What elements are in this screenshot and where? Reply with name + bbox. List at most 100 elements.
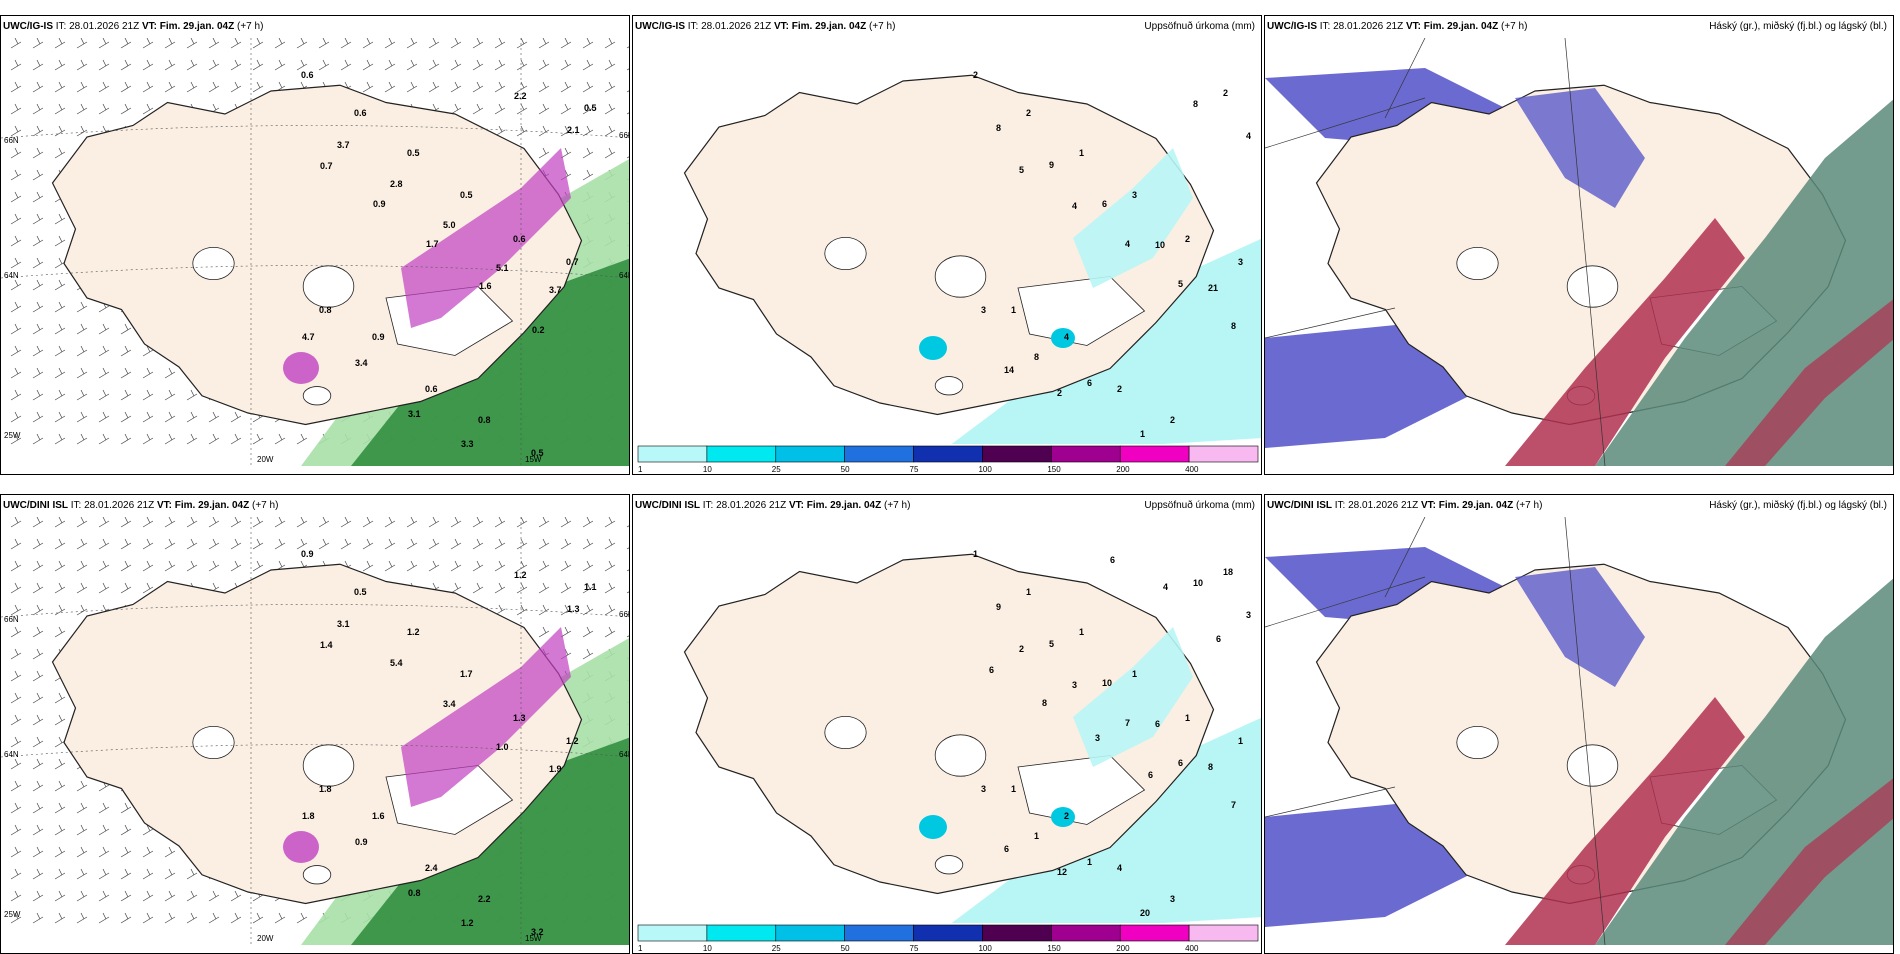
colorbar-swatch	[913, 924, 983, 942]
wind-barb	[76, 323, 88, 335]
wind-barb	[538, 604, 550, 616]
valid-time: Fim. 29.jan. 04Z	[806, 500, 882, 511]
value-label: 7	[1231, 800, 1236, 810]
wind-barb	[604, 38, 616, 49]
wind-barb	[142, 433, 154, 445]
wind-barb	[296, 38, 308, 49]
wind-barb	[164, 433, 176, 445]
grid-line	[1265, 307, 1396, 339]
wind-barb	[32, 257, 44, 269]
wind-barb	[274, 59, 286, 71]
mid-cloud	[1725, 778, 1893, 945]
value-label: 3	[1132, 190, 1137, 200]
wind-barb	[10, 736, 22, 748]
value-label: 1.7	[426, 239, 439, 249]
grid-line	[1265, 97, 1426, 149]
wind-barb	[164, 367, 176, 379]
wind-barb	[626, 156, 629, 159]
wind-barb	[164, 868, 176, 880]
value-label: 3.1	[337, 619, 350, 629]
wind-barb	[120, 411, 132, 423]
wind-barb	[142, 538, 154, 550]
wind-barb	[604, 59, 616, 71]
wind-barb	[10, 670, 22, 682]
wind-barb	[32, 692, 44, 704]
value-label: 0.8	[478, 415, 491, 425]
value-label: 4	[1117, 863, 1122, 873]
value-label: 1.8	[319, 784, 332, 794]
value-label: 6	[1216, 634, 1221, 644]
wind-barb	[186, 868, 198, 880]
value-label: 9	[996, 602, 1001, 612]
wind-barb	[164, 59, 176, 71]
wind-barb	[10, 433, 22, 445]
wind-barb	[54, 257, 66, 269]
value-label: 2	[1170, 415, 1175, 425]
glacier-hofsjokull	[1566, 744, 1619, 787]
wind-barb	[10, 389, 22, 401]
valid-time: Fim. 29.jan. 04Z	[1438, 500, 1514, 511]
wind-barb	[230, 890, 242, 902]
value-label: 1.3	[567, 604, 580, 614]
wind-barb	[582, 538, 594, 550]
mid-cloud	[1505, 218, 1745, 466]
value-label: 4	[1125, 239, 1130, 249]
wind-barb	[538, 147, 550, 159]
wind-barb	[450, 59, 462, 71]
wind-barb	[560, 560, 572, 572]
wind-barb	[32, 538, 44, 550]
glacier-hofsjokull	[302, 744, 355, 787]
wind-barb	[120, 802, 132, 814]
wind-barb	[54, 125, 66, 137]
wind-barb	[252, 433, 264, 445]
model-name: UWC/IG-IS	[635, 21, 685, 32]
wind-barb	[164, 846, 176, 858]
value-label: 6	[1102, 199, 1107, 209]
wind-barb	[10, 648, 22, 660]
map-title: Háský (gr.), miðský (fj.bl.) og lágský (…	[1709, 21, 1887, 32]
wind-barb	[252, 538, 264, 550]
glacier-hofsjokull	[302, 265, 355, 308]
wind-barb	[582, 169, 594, 181]
model-name: UWC/IG-IS	[1267, 21, 1317, 32]
wind-barb	[98, 389, 110, 401]
wind-barb	[626, 90, 629, 93]
glacier-hofsjokull	[934, 255, 987, 298]
mid-cloud	[1505, 697, 1745, 945]
wind-barb	[76, 433, 88, 445]
colorbar-swatch	[1119, 924, 1190, 942]
colorbar-tick: 100	[978, 944, 992, 953]
wind-barb	[428, 38, 440, 49]
wind-barb	[208, 81, 220, 93]
wind-barb	[560, 59, 572, 71]
value-label: 3.7	[549, 285, 562, 295]
value-label: 0.5	[531, 448, 544, 458]
wind-barb	[274, 38, 286, 49]
colorbar-tick: 25	[772, 465, 781, 474]
wind-barb	[318, 517, 330, 528]
wind-barb	[76, 780, 88, 792]
wind-barb	[32, 345, 44, 357]
wind-barb	[582, 582, 594, 594]
colorbar-swatch	[1051, 445, 1121, 463]
valid-label: VT:	[1420, 500, 1436, 511]
colorbar-tick: 1	[638, 944, 643, 953]
wind-barb	[32, 125, 44, 137]
value-label: 8	[1193, 99, 1198, 109]
wind-barb	[428, 538, 440, 550]
wind-barb	[98, 38, 110, 49]
wind-barb	[450, 81, 462, 93]
init-time: IT: 28.01.2026 21Z	[1334, 500, 1419, 511]
wind-barb	[54, 301, 66, 313]
wind-barb	[32, 169, 44, 181]
wind-barb	[54, 736, 66, 748]
wind-barb	[32, 912, 44, 924]
wind-barb	[582, 147, 594, 159]
colorbar-tick: 50	[841, 465, 850, 474]
wind-barb	[472, 103, 484, 115]
value-label: 3	[981, 784, 986, 794]
surface-map-panel-igis: UWC/IG-IS IT: 28.01.2026 21Z VT: Fim. 29…	[0, 15, 630, 475]
wind-barb	[10, 169, 22, 181]
wind-barb	[362, 38, 374, 49]
